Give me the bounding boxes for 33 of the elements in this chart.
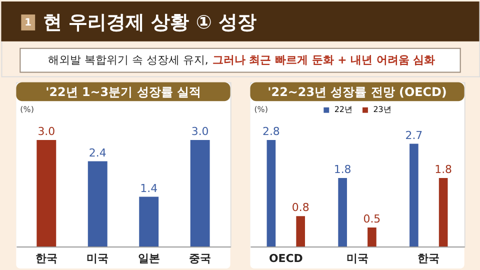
x-tick-label: 미국 [86, 252, 109, 265]
bar [338, 178, 347, 247]
bar [266, 140, 276, 247]
text: 현 우리경제 상황 ① 성장 [43, 11, 256, 34]
data-label: 2.7 [405, 128, 423, 142]
x-tick-label: OECD [268, 252, 303, 265]
data-label: 2.8 [262, 125, 280, 138]
data-label: 3.0 [191, 125, 209, 138]
text: 그러나 최근 빠르게 둔화 + 내년 어려움 심화 [212, 53, 436, 66]
legend-label: 22년 [334, 105, 352, 114]
x-tick-label: 한국 [35, 252, 58, 265]
x-tick-label: 중국 [189, 252, 212, 265]
data-label: 1.8 [334, 163, 352, 176]
bar [410, 144, 418, 247]
bar [296, 216, 305, 247]
x-tick-label: 일본 [138, 252, 160, 265]
data-label: 0.5 [363, 212, 381, 226]
chart-title: '22년 1~3분기 성장률 실적 [46, 85, 201, 100]
y-axis-title: (%) [20, 105, 34, 114]
x-tick-label: 한국 [418, 252, 440, 265]
data-label: 1.8 [434, 163, 452, 176]
x-tick-label: 미국 [346, 252, 368, 265]
data-label: 3.0 [38, 125, 56, 138]
y-axis-title: (%) [254, 105, 268, 114]
text: 1 [24, 17, 32, 28]
bar [438, 178, 448, 247]
data-label: 0.8 [292, 201, 310, 214]
legend-label: 23년 [373, 105, 392, 114]
bar [368, 228, 376, 247]
data-label: 2.4 [88, 146, 106, 160]
data-label: 1.4 [140, 182, 158, 195]
text: 해외발 복합위기 속 성장세 유지, [48, 53, 208, 66]
chart-title: '22~23년 성장률 전망 (OECD) [268, 85, 447, 100]
